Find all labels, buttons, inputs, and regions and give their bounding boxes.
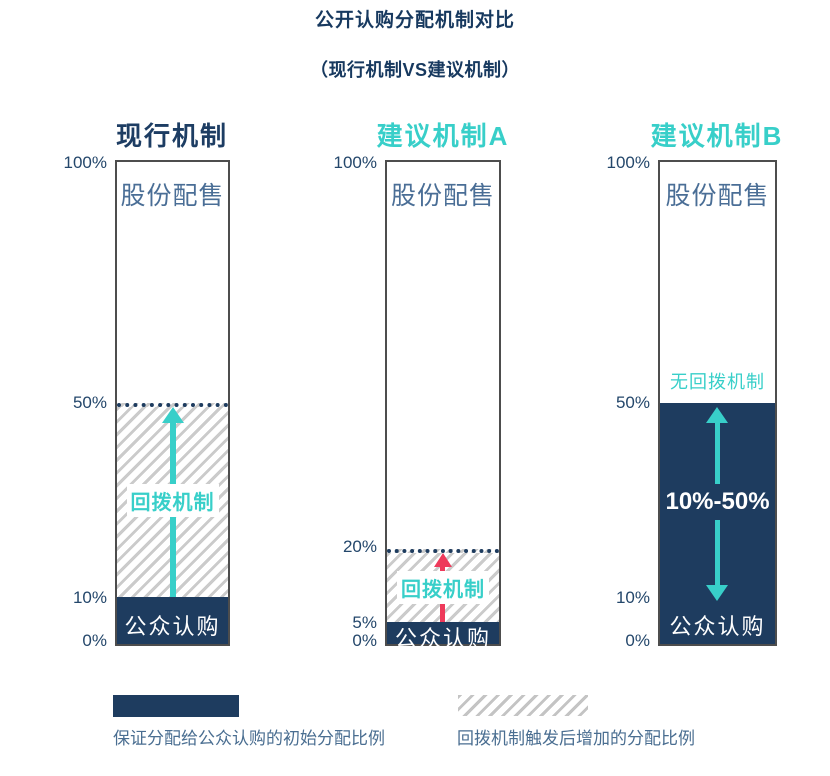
chart-current-up-arrow-icon: [162, 407, 184, 423]
chart-current-title: 现行机制: [115, 121, 228, 151]
chart-current-tick-100: 100%: [63, 153, 107, 172]
chart-proposal-a-clawback-label: 回拨机制: [397, 571, 489, 604]
chart-current-bar: 股份配售 回拨机制 公众认购: [115, 160, 230, 646]
chart-proposal-b-tick-10: 10%: [615, 588, 650, 607]
chart-proposal-a-bar: 股份配售 回拨机制 公众认购: [385, 160, 501, 651]
legend-swatch-guaranteed: [113, 695, 239, 717]
chart-current-public-subscription-label: 公众认购: [124, 614, 221, 639]
legend-swatch-clawback: [458, 695, 588, 716]
chart-current-clawback-label: 回拨机制: [126, 484, 219, 517]
chart-proposal-b-public-subscription-label: 公众认购: [669, 614, 766, 639]
chart-current-tick-10: 10%: [72, 588, 107, 607]
chart-proposal-a-up-arrow-icon: [434, 553, 452, 567]
chart-current-tick-0: 0%: [82, 631, 107, 650]
chart-proposal-b-tick-100: 100%: [606, 153, 650, 172]
chart-current-share-placement-label: 股份配售: [120, 182, 225, 210]
chart-proposal-b-down-arrow-icon: [706, 585, 728, 601]
chart-current-guaranteed-segment: [117, 597, 228, 644]
chart-proposal-b-range-label: 10%-50%: [660, 484, 775, 520]
chart-proposal-b-no-clawback-label: 无回拨机制: [670, 372, 765, 392]
chart-proposal-a-title: 建议机制A: [376, 121, 510, 151]
chart-proposal-b-tick-50: 50%: [615, 393, 650, 412]
page-subtitle: （现行机制VS建议机制）: [309, 60, 520, 80]
chart-proposal-b-tick-0: 0%: [625, 631, 650, 650]
chart-proposal-b-up-arrow-icon: [706, 407, 728, 423]
chart-proposal-a-share-placement-label: 股份配售: [390, 182, 495, 210]
chart-proposal-a-tick-5: 5%: [352, 613, 377, 632]
chart-proposal-a-tick-100: 100%: [333, 153, 377, 172]
chart-proposal-b-title: 建议机制B: [650, 121, 784, 151]
chart-proposal-a-public-subscription-label: 公众认购: [394, 626, 491, 651]
chart-proposal-a-tick-20: 20%: [342, 537, 377, 556]
legend-label-guaranteed: 保证分配给公众认购的初始分配比例: [113, 729, 385, 748]
chart-proposal-a-guaranteed-segment: [387, 622, 499, 644]
chart-proposal-b-bar: 股份配售 无回拨机制 10%-50% 公众认购: [658, 160, 777, 646]
chart-current-tick-50: 50%: [72, 393, 107, 412]
legend-label-clawback: 回拨机制触发后增加的分配比例: [457, 729, 695, 748]
chart-proposal-b-share-placement-label: 股份配售: [665, 182, 770, 210]
page-title: 公开认购分配机制对比: [314, 10, 515, 31]
chart-proposal-a-tick-0: 0%: [352, 631, 377, 650]
